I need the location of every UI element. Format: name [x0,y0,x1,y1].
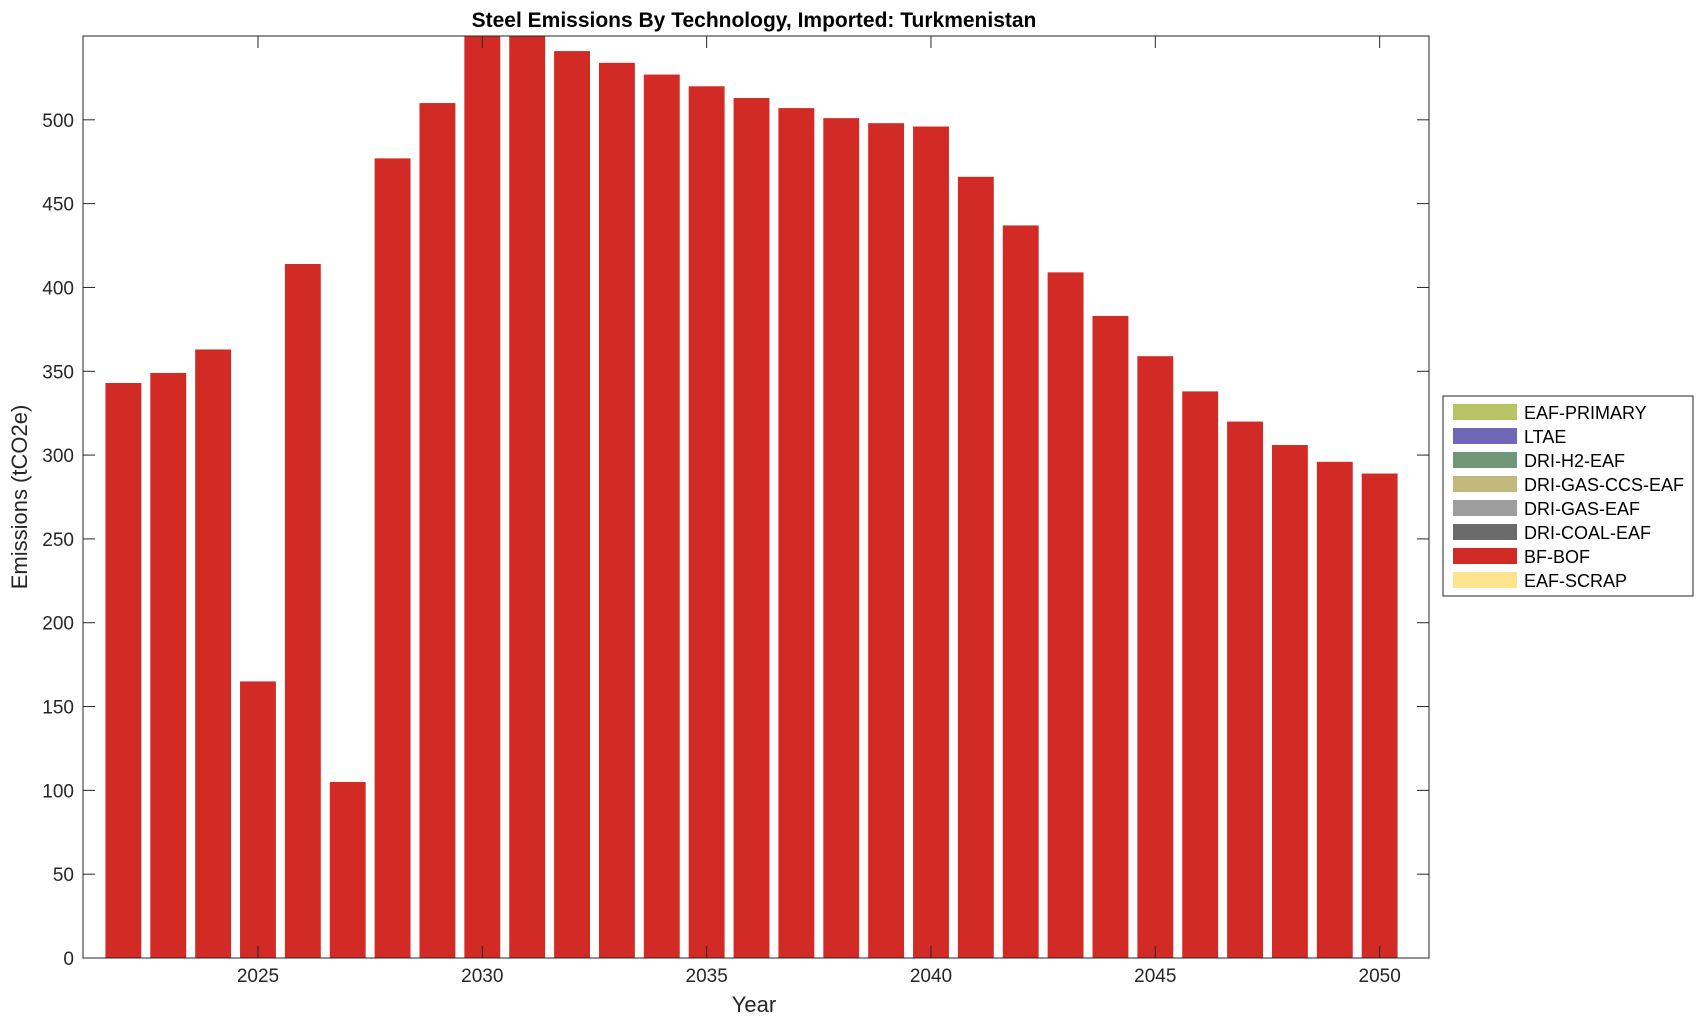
bar-bf-bof-2032 [554,51,590,958]
bar-bf-bof-2023 [150,372,187,958]
bar-bf-bof-2048 [1271,445,1308,958]
bar-bf-bof-2037 [778,108,815,958]
bar-bf-bof-2036 [733,98,770,958]
y-tick-label: 150 [42,698,74,719]
y-tick-label: 350 [42,362,74,383]
bar-bf-bof-2050 [1361,473,1398,958]
bar-bf-bof-2025 [240,681,276,958]
x-tick-label: 2025 [237,966,279,987]
legend-label-dri-coal-eaf: DRI-COAL-EAF [1524,523,1651,543]
x-tick-label: 2050 [1359,966,1401,987]
y-tick-label: 0 [63,949,74,970]
bar-bf-bof-2049 [1316,461,1353,958]
legend-label-dri-h2-eaf: DRI-H2-EAF [1524,451,1625,471]
y-tick-label: 400 [42,278,74,299]
y-tick-label: 200 [42,614,74,635]
bar-bf-bof-2033 [598,62,635,958]
x-tick-label: 2045 [1134,966,1176,987]
bar-bf-bof-2035 [688,86,725,958]
bar-bf-bof-2042 [1002,225,1039,958]
legend-label-bf-bof: BF-BOF [1524,547,1590,567]
bar-bf-bof-2030 [464,36,501,958]
bar-bf-bof-2028 [374,158,411,958]
bar-bf-bof-2044 [1092,315,1129,958]
x-tick-label: 2035 [686,966,728,987]
x-axis-title: Year [732,992,776,1017]
y-tick-label: 500 [42,111,74,132]
legend-swatch-bf-bof [1453,548,1517,564]
legend-swatch-dri-gas-eaf [1453,500,1517,516]
plot-frame [82,35,1430,959]
legend-label-eaf-scrap: EAF-SCRAP [1524,571,1627,591]
y-tick-label: 450 [42,195,74,216]
y-tick-label: 50 [53,865,74,886]
bar-bf-bof-2047 [1227,421,1263,958]
legend-swatch-dri-h2-eaf [1453,452,1517,468]
y-tick-label: 100 [42,781,74,802]
x-tick-label: 2040 [910,966,952,987]
bar-bf-bof-2031 [509,36,546,958]
legend-swatch-eaf-primary [1453,404,1517,420]
bar-bf-bof-2043 [1047,272,1084,958]
legend-label-dri-gas-eaf: DRI-GAS-EAF [1524,499,1640,519]
y-tick-label: 300 [42,446,74,467]
legend-swatch-dri-coal-eaf [1453,524,1517,540]
chart-title: Steel Emissions By Technology, Imported:… [472,9,1037,32]
bar-bf-bof-2022 [105,383,142,958]
axis-ticks: 2025 2030 2035 2040 2045 2050 0 50 100 150 200 250 3… [42,36,1429,987]
bar-bf-bof-2041 [957,176,994,958]
bar-bf-bof-2040 [913,126,949,958]
bar-bf-bof-2024 [195,349,232,958]
legend-label-ltae: LTAE [1524,427,1566,447]
x-tick-label: 2030 [461,966,503,987]
legend-swatch-dri-gas-ccs-eaf [1453,476,1517,492]
legend-swatch-ltae [1453,428,1517,444]
bar-bf-bof-2026 [284,263,321,958]
bar-bf-bof-2027 [329,781,366,958]
legend: EAF-PRIMARY LTAE DRI-H2-EAF DRI-GAS-CCS-EAF… [1442,395,1694,597]
legend-label-dri-gas-ccs-eaf: DRI-GAS-CCS-EAF [1524,475,1684,495]
bar-bf-bof-2038 [823,118,860,958]
legend-swatch-eaf-scrap [1453,572,1517,588]
bars-group [105,36,1398,958]
legend-label-eaf-primary: EAF-PRIMARY [1524,403,1647,423]
y-tick-label: 250 [42,530,74,551]
bar-bf-bof-2045 [1137,356,1174,958]
bar-bf-bof-2029 [419,103,456,958]
y-axis-title: Emissions (tCO2e) [7,405,32,590]
bar-bf-bof-2046 [1182,391,1219,958]
bar-bf-bof-2039 [868,123,905,958]
bar-bf-bof-2034 [643,74,680,958]
